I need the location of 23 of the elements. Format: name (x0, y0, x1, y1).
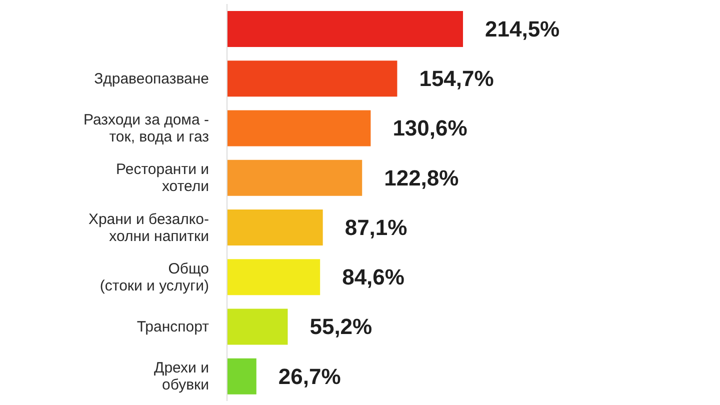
data-label: 214,5% (485, 16, 560, 42)
data-label: 154,7% (419, 66, 494, 92)
data-label: 26,7% (278, 364, 341, 389)
y-tick-label: Дрехи и обувки (154, 359, 209, 394)
bar (227, 10, 463, 47)
y-tick-label: Здравеопазване (94, 70, 209, 87)
y-tick-label: Разходи за дома - ток, вода и газ (83, 111, 210, 146)
bar (227, 308, 288, 345)
y-tick-label: Транспорт (136, 318, 210, 336)
bar (227, 209, 323, 246)
data-label: 87,1% (344, 214, 408, 240)
y-tick-label: Ресторанти и хотели (116, 160, 209, 195)
bar (227, 259, 320, 296)
y-tick-label: Храни и безалко- холни напитки (88, 210, 209, 244)
data-label: 84,6% (342, 264, 404, 290)
bar (227, 60, 398, 97)
data-label: 130,6% (392, 116, 468, 141)
bar (227, 110, 371, 146)
bar (227, 358, 256, 394)
data-label: 122,8% (384, 165, 459, 190)
bar (227, 160, 362, 196)
y-tick-label: Общо (стоки и услуги) (100, 260, 210, 294)
data-label: 55,2% (310, 314, 372, 340)
